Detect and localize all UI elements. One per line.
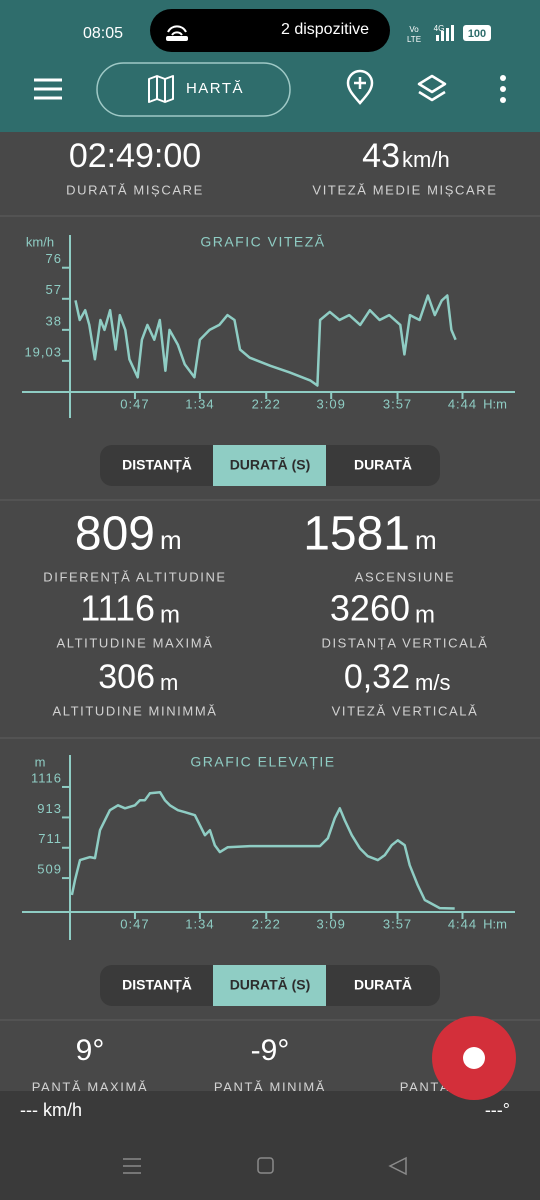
overflow-icon[interactable] [500,75,506,103]
slope-min-label: PANTĂ MINIMĂ [214,1079,326,1094]
layers-icon[interactable] [417,74,447,102]
data-line [70,790,455,910]
nav-bar [123,1156,407,1176]
nav-recents[interactable] [123,1158,141,1174]
stat-value: 809 [75,508,155,561]
stat-value: 3260 [330,588,410,629]
x-axis-label: H:m [483,396,507,411]
battery-icon [463,25,491,41]
stat-unit: m [160,601,180,628]
map-icon [148,75,174,103]
avg-speed-value: 43 [362,137,400,175]
y-tick-label: 57 [46,282,62,297]
map-button[interactable] [96,62,291,117]
tab-label[interactable]: DURATĂ (S) [230,977,311,993]
battery-level: 100 [468,28,486,40]
volte-bottom: LTE [407,35,421,44]
x-tick-label: 3:57 [383,396,412,411]
stat-unit: m [415,601,435,628]
data-line [74,294,457,387]
chart-title: GRAFIC ELEVAȚIE [190,754,335,770]
add-point-icon[interactable] [346,69,374,105]
x-axis-label: H:m [483,916,507,931]
stat-value: 0,32 [344,658,410,696]
y-tick-label: 711 [38,831,62,846]
slope-max-value: 9° [76,1034,105,1067]
avg-speed-unit: km/h [402,147,450,172]
stat-unit: m [160,525,182,555]
slope-max-label: PANTĂ MAXIMĂ [32,1079,148,1094]
y-tick-label: 19,03 [24,344,62,359]
menu-icon[interactable] [34,78,62,100]
duration-value: 02:49:00 [69,137,201,175]
footer-speed: --- km/h [20,1100,82,1120]
map-button-label: HARTĂ [186,80,244,97]
stat-value: 1116 [80,588,155,629]
stat-unit: m/s [415,670,450,695]
tab-label[interactable]: DURATĂ [354,977,412,993]
footer-heading: ---° [485,1100,510,1120]
device-pill[interactable] [150,9,390,52]
footer [0,1091,540,1200]
x-tick-label: 2:22 [252,916,281,931]
tab-selected [213,445,326,486]
x-tick-label: 0:47 [120,916,149,931]
x-tick-label: 0:47 [120,396,149,411]
x-tick-label: 4:44 [448,396,477,411]
tab-label[interactable]: DURATĂ (S) [230,457,311,473]
y-tick-label: 913 [37,801,62,816]
stat-unit: m [160,670,178,695]
volte-top: Vo [409,25,419,34]
x-tick-label: 1:34 [185,396,214,411]
stat-value: 1581 [303,508,410,561]
tab-label[interactable]: DISTANȚĂ [122,457,192,473]
stat-label: ASCENSIUNE [355,569,456,584]
stat-label: DIFERENȚĂ ALTITUDINE [43,569,226,584]
stat-label: VITEZĂ VERTICALĂ [332,703,479,718]
tab-label[interactable]: DISTANȚĂ [122,977,192,993]
network-type: 4G [434,24,445,33]
status-time: 08:05 [83,25,123,42]
chart-title: GRAFIC VITEZĂ [200,234,325,250]
y-tick-label: 1116 [31,770,62,785]
duration-label: DURATĂ MIȘCARE [66,182,204,197]
tab-selected [213,965,326,1006]
slope-avg-label: PANTĂ [400,1079,450,1094]
y-tick-label: 76 [46,251,62,266]
stat-label: ALTITUDINE MAXIMĂ [57,635,214,650]
y-tick-label: 38 [46,313,62,328]
cast-icon-base [166,36,188,41]
nav-back[interactable] [388,1156,407,1176]
y-axis-label: m [35,754,46,769]
x-tick-label: 2:22 [252,396,281,411]
x-tick-label: 1:34 [185,916,214,931]
tab-label[interactable]: DURATĂ [354,457,412,473]
cast-icon [167,25,187,36]
stat-label: ALTITUDINE MINIMMĂ [52,703,217,718]
record-icon [463,1047,485,1069]
x-tick-label: 3:09 [317,916,346,931]
nav-home[interactable] [257,1157,274,1174]
x-tick-label: 3:57 [383,916,412,931]
x-tick-label: 4:44 [448,916,477,931]
x-tick-label: 3:09 [317,396,346,411]
stat-label: DISTANȚA VERTICALĂ [321,635,488,650]
stat-unit: m [415,525,437,555]
avg-speed-label: VITEZĂ MEDIE MIȘCARE [312,182,497,197]
y-axis-label: km/h [26,234,54,249]
slope-min-value: -9° [251,1034,290,1067]
signal-icon [436,25,454,41]
y-tick-label: 509 [37,862,62,877]
devices-text: 2 dispozitive [281,21,369,38]
stat-value: 306 [98,658,155,696]
